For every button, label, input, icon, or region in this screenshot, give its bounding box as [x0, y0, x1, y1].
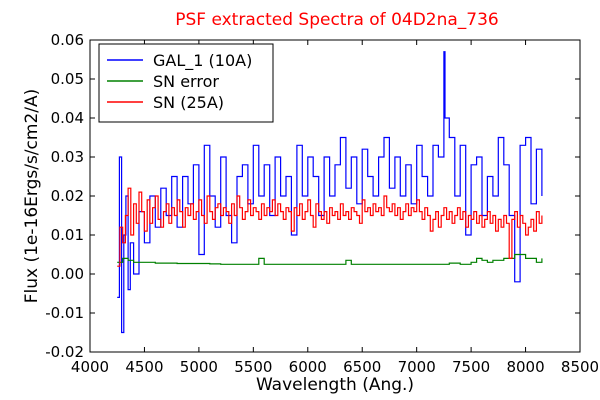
x-tick-label: 6500: [343, 358, 381, 376]
x-tick-label: 5000: [180, 358, 218, 376]
y-tick-label: 0.06: [51, 31, 84, 49]
x-tick-label: 6000: [289, 358, 327, 376]
series-layer: [117, 51, 543, 334]
y-tick-label: 0.05: [51, 70, 84, 88]
x-tick-label: 5500: [234, 358, 272, 376]
x-axis-label: Wavelength (Ang.): [256, 375, 414, 395]
tick-layer: 4000 4500 5000 5500 6000 6500 7000 7500 8000 8500…: [45, 31, 599, 376]
x-tick-label: 4000: [71, 358, 109, 376]
legend-label-1: SN error: [153, 72, 219, 91]
legend-frame: [98, 43, 274, 123]
legend-label-2: SN (25A): [153, 93, 224, 112]
y-axis-label: Flux (1e-16Ergs/s/cm2/A): [22, 89, 42, 304]
y-tick-label: 0.03: [51, 148, 84, 166]
y-tick-label: 0.02: [51, 187, 84, 205]
x-tick-label: 7000: [398, 358, 436, 376]
x-tick-label: 8500: [561, 358, 599, 376]
legend: GAL_1 (10A)SN error SN (25A): [98, 43, 274, 123]
y-tick-label: -0.01: [45, 304, 84, 322]
x-tick-label: 8000: [506, 358, 544, 376]
series-line-2: [117, 187, 543, 267]
series-line-1: [117, 253, 543, 265]
y-tick-label: 0.00: [51, 265, 84, 283]
y-tick-label: 0.04: [51, 109, 84, 127]
x-tick-label: 7500: [452, 358, 490, 376]
chart-title: PSF extracted Spectra of 04D2na_736: [175, 10, 499, 30]
x-tick-label: 4500: [125, 358, 163, 376]
y-tick-label: 0.01: [51, 226, 84, 244]
y-tick-label: -0.02: [45, 343, 84, 361]
legend-label-0: GAL_1 (10A): [153, 51, 252, 71]
